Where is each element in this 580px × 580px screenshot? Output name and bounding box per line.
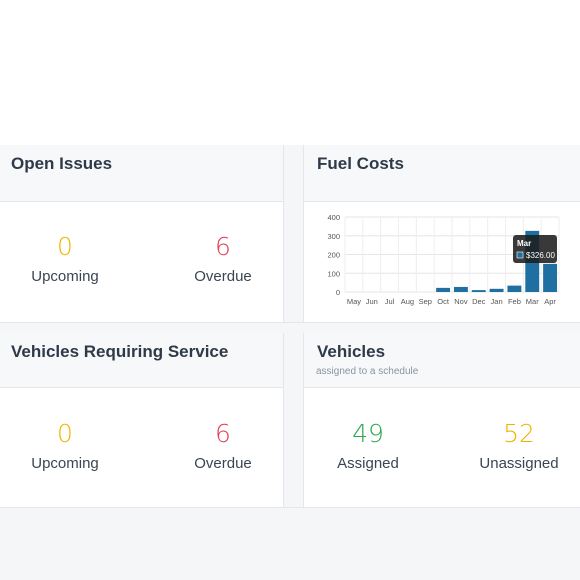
open-issues-overdue-count: 6 — [215, 232, 231, 261]
open-issues-upcoming[interactable]: 0 Upcoming — [0, 232, 130, 286]
x-tick-label: Nov — [454, 297, 468, 306]
open-issues-upcoming-count: 0 — [57, 232, 73, 261]
service-upcoming[interactable]: 0 Upcoming — [0, 419, 130, 473]
vehicles-unassigned-count: 52 — [503, 419, 535, 448]
x-tick-label: Dec — [472, 297, 486, 306]
x-tick-label: Jul — [385, 297, 395, 306]
service-upcoming-count: 0 — [57, 419, 73, 448]
service-card: Vehicles Requiring Service 0 Upcoming 6 … — [0, 333, 283, 507]
open-issues-title: Open Issues — [11, 154, 113, 173]
vehicles-body: 49 Assigned 52 Unassigned — [303, 387, 580, 507]
fuel-tooltip-swatch — [516, 251, 524, 259]
service-overdue-count: 6 — [215, 419, 231, 448]
x-tick-label: Sep — [419, 297, 432, 306]
y-tick-label: 100 — [327, 269, 340, 278]
open-issues-overdue[interactable]: 6 Overdue — [158, 232, 288, 286]
vehicles-assigned[interactable]: 49 Assigned — [303, 419, 433, 473]
fuel-tooltip-value: $326.00 — [526, 251, 555, 260]
y-tick-label: 0 — [336, 288, 340, 297]
y-tick-label: 200 — [327, 251, 340, 260]
vehicles-card: Vehicles assigned to a schedule 49 Assig… — [303, 333, 580, 507]
service-title: Vehicles Requiring Service — [11, 342, 229, 361]
fuel-bar-feb[interactable] — [507, 285, 522, 292]
fuel-bar-nov[interactable] — [453, 286, 468, 292]
open-issues-card: Open Issues 0 Upcoming 6 Overdue — [0, 145, 283, 322]
service-overdue[interactable]: 6 Overdue — [158, 419, 288, 473]
fuel-tooltip-box — [513, 235, 557, 263]
service-body: 0 Upcoming 6 Overdue — [0, 387, 283, 507]
x-tick-label: Jan — [491, 297, 503, 306]
vehicles-header: Vehicles assigned to a schedule — [303, 333, 580, 387]
fuel-tooltip: Mar $326.00 — [513, 235, 557, 263]
row-gap-line — [0, 322, 580, 323]
row-gap — [0, 322, 580, 333]
vehicles-unassigned[interactable]: 52 Unassigned — [454, 419, 580, 473]
vehicles-assigned-count: 49 — [352, 419, 384, 448]
x-tick-label: Jun — [366, 297, 378, 306]
x-tick-label: Feb — [508, 297, 521, 306]
y-tick-label: 300 — [327, 232, 340, 241]
fuel-bar-dec[interactable] — [471, 290, 486, 292]
service-upcoming-label: Upcoming — [31, 455, 99, 472]
vehicles-assigned-label: Assigned — [337, 455, 399, 472]
x-tick-label: Apr — [544, 297, 556, 306]
fuel-costs-card: Fuel Costs 0 100 200 300 400 May Jun Jul Aug Sep O… — [303, 145, 580, 322]
x-tick-label: Aug — [401, 297, 414, 306]
open-issues-upcoming-label: Upcoming — [31, 268, 99, 285]
vehicles-title: Vehicles — [317, 342, 386, 361]
fuel-bar-apr[interactable] — [543, 263, 558, 292]
bottom-line — [0, 507, 580, 508]
x-tick-label: Oct — [437, 297, 450, 306]
service-header: Vehicles Requiring Service — [0, 333, 283, 387]
x-tick-label: Mar — [526, 297, 539, 306]
x-tick-label: May — [347, 297, 361, 306]
vehicles-subtitle: assigned to a schedule — [316, 366, 419, 377]
fuel-costs-title: Fuel Costs — [317, 154, 404, 173]
fuel-tooltip-title: Mar — [517, 239, 531, 248]
open-issues-overdue-label: Overdue — [194, 268, 252, 285]
service-overdue-label: Overdue — [194, 455, 252, 472]
open-issues-body: 0 Upcoming 6 Overdue — [0, 201, 283, 322]
fuel-costs-body: 0 100 200 300 400 May Jun Jul Aug Sep Oct Nov Dec Jan… — [303, 201, 580, 322]
fuel-costs-chart[interactable]: 0 100 200 300 400 May Jun Jul Aug Sep Oct Nov Dec Jan… — [303, 202, 580, 322]
y-tick-label: 400 — [327, 213, 340, 222]
fuel-costs-header: Fuel Costs — [303, 145, 580, 201]
top-blank-area — [0, 0, 580, 145]
fuel-bar-oct[interactable] — [436, 287, 451, 292]
fuel-bar-jan[interactable] — [489, 288, 504, 292]
vehicles-unassigned-label: Unassigned — [479, 455, 559, 472]
open-issues-header: Open Issues — [0, 145, 283, 201]
